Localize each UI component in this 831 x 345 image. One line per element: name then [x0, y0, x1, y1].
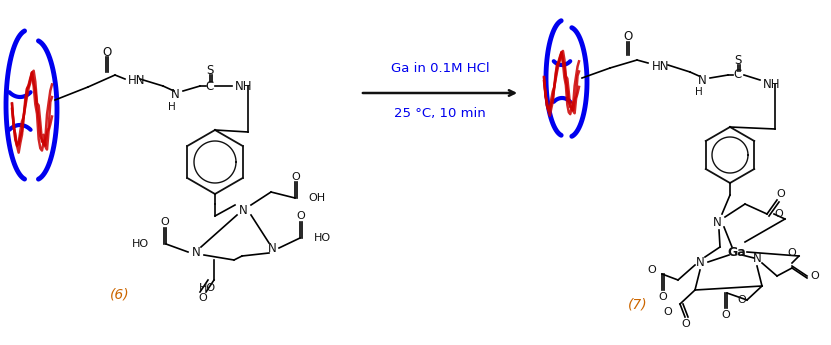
Text: O: O — [788, 248, 796, 258]
Text: N: N — [268, 241, 277, 255]
Text: O: O — [623, 30, 632, 43]
Text: OH: OH — [308, 193, 325, 203]
Text: HO: HO — [132, 239, 149, 249]
Text: N: N — [713, 216, 721, 228]
Text: NH: NH — [235, 79, 253, 92]
Text: N: N — [698, 73, 706, 87]
Text: N: N — [192, 246, 200, 258]
Text: O: O — [681, 319, 691, 329]
Text: N: N — [753, 252, 761, 265]
Text: S: S — [206, 63, 214, 77]
Text: O: O — [292, 172, 300, 182]
Text: O: O — [721, 310, 730, 320]
Text: N: N — [238, 204, 248, 217]
Text: O: O — [199, 293, 208, 303]
Text: N: N — [696, 256, 705, 268]
Text: Ga: Ga — [728, 246, 746, 258]
Text: NH: NH — [763, 78, 781, 90]
Text: HO: HO — [314, 233, 331, 243]
Text: O: O — [738, 295, 746, 305]
Text: Ga in 0.1M HCl: Ga in 0.1M HCl — [391, 61, 489, 75]
Text: O: O — [774, 209, 784, 219]
Text: HO: HO — [199, 283, 216, 293]
Text: HN: HN — [128, 73, 145, 87]
Text: O: O — [664, 307, 672, 317]
Text: C: C — [734, 69, 742, 81]
Text: 25 °C, 10 min: 25 °C, 10 min — [394, 107, 486, 119]
Text: O: O — [659, 292, 667, 302]
Text: O: O — [810, 271, 819, 281]
Text: O: O — [297, 211, 305, 221]
Text: S: S — [735, 53, 742, 67]
Text: O: O — [102, 46, 111, 59]
Text: (7): (7) — [628, 298, 648, 312]
Text: O: O — [160, 217, 170, 227]
Text: O: O — [647, 265, 656, 275]
Text: H: H — [168, 102, 176, 112]
Text: N: N — [170, 89, 179, 101]
Text: (6): (6) — [111, 288, 130, 302]
Text: O: O — [777, 189, 785, 199]
Text: HN: HN — [652, 59, 670, 72]
Text: H: H — [695, 87, 703, 97]
Text: C: C — [206, 79, 214, 92]
